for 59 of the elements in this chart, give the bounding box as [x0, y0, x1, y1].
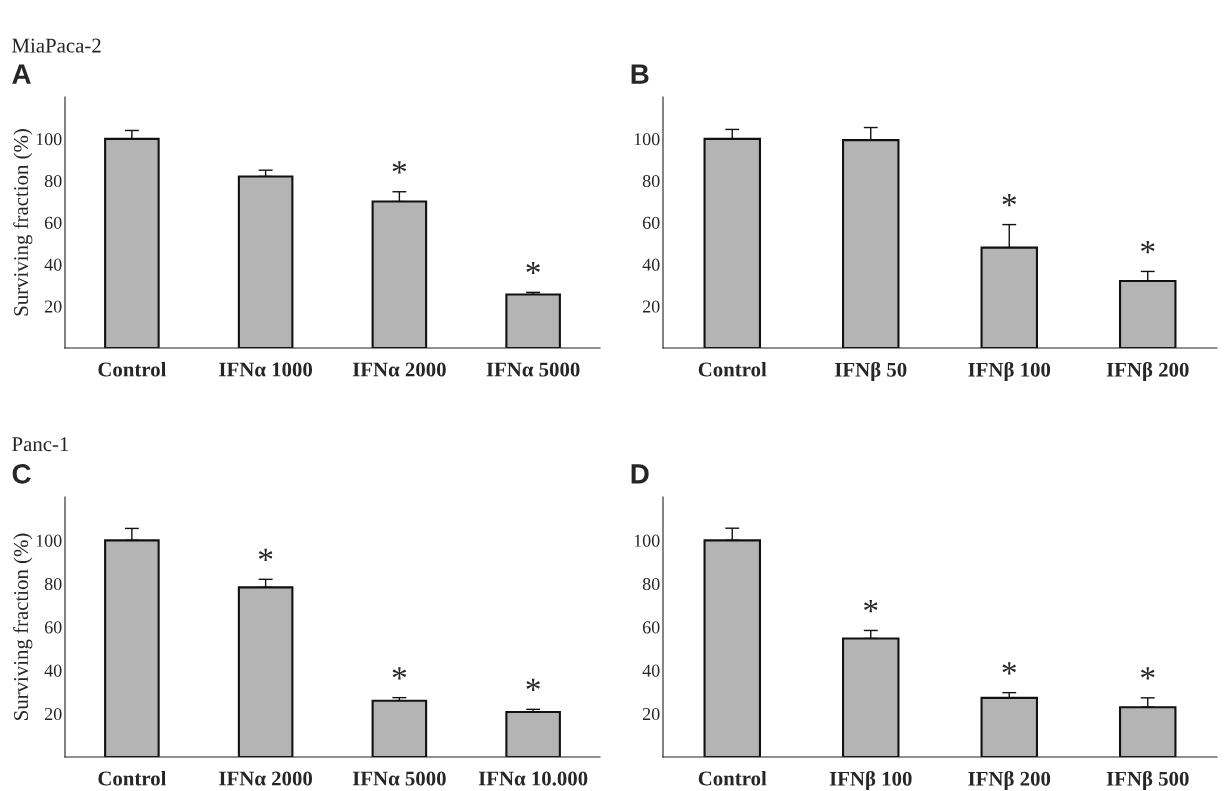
y-tick-label: 80	[44, 577, 62, 591]
y-axis-title: Surviving fraction (%)	[13, 533, 33, 720]
x-tick-label: IFNα 1000	[219, 362, 313, 377]
y-tick-label: 60	[44, 216, 62, 229]
chart-title: A	[12, 64, 31, 84]
y-tick-label: 40	[44, 258, 62, 271]
x-tick-label: Control	[698, 770, 767, 786]
x-tick-label: IFNβ 100	[968, 361, 1051, 381]
annotation: *	[864, 599, 878, 613]
x-tick-label: IFNβ 500	[1106, 770, 1189, 790]
annotation: *	[392, 667, 407, 680]
y-tick-label: 60	[642, 216, 660, 229]
bar	[505, 710, 561, 757]
x-tick-label: IFNα 5000	[486, 362, 580, 377]
y-tick-label: 60	[642, 621, 660, 634]
y-tick-label: 20	[642, 707, 660, 721]
y-tick-label: 20	[44, 707, 62, 721]
y-tick-label: 40	[642, 258, 660, 271]
x-tick-label: IFNβ 50	[835, 361, 907, 381]
annotation: *	[1141, 240, 1155, 254]
y-tick-label: 100	[36, 534, 62, 547]
annotation: *	[1002, 662, 1016, 675]
annotation: *	[526, 678, 540, 692]
annotation: *	[1002, 194, 1016, 207]
chart-subtitle: Panc-1	[12, 437, 69, 452]
annotation: *	[392, 161, 407, 174]
y-tick-label: 100	[36, 133, 62, 146]
y-axis-title: Surviving fraction (%)	[13, 129, 33, 316]
x-tick-label: IFNα 2000	[219, 771, 313, 786]
y-tick-label: 80	[44, 174, 62, 188]
x-tick-label: IFNα 10.000	[478, 771, 588, 786]
chart-title: C	[12, 464, 31, 484]
x-tick-label: IFNα 5000	[352, 771, 446, 786]
annotation: *	[258, 548, 273, 562]
bar	[980, 696, 1038, 757]
y-tick-label: 80	[642, 174, 660, 188]
x-tick-label: IFNβ 200	[1106, 361, 1189, 381]
chart-title: D	[631, 464, 649, 484]
bar	[371, 699, 428, 757]
x-tick-label: IFNβ 200	[968, 770, 1051, 790]
y-tick-label: 40	[642, 664, 660, 677]
bar	[237, 175, 294, 348]
annotation: *	[526, 261, 540, 275]
y-tick-label: 100	[634, 534, 660, 547]
y-tick-label: 20	[44, 300, 62, 313]
x-tick-label: Control	[698, 361, 767, 377]
y-tick-label: 40	[44, 664, 62, 677]
y-tick-label: 20	[642, 300, 660, 313]
annotation: *	[1141, 667, 1155, 680]
y-tick-label: 60	[44, 621, 62, 634]
y-tick-label: 100	[634, 133, 660, 146]
chart-title: B	[631, 64, 649, 84]
x-tick-label: IFNβ 100	[829, 770, 912, 790]
chart-subtitle: MiaPaca-2	[12, 38, 101, 53]
y-tick-label: 80	[642, 577, 660, 591]
x-tick-label: Control	[98, 361, 167, 377]
x-tick-label: Control	[98, 770, 167, 786]
bar	[505, 293, 561, 348]
x-tick-label: IFNα 2000	[352, 362, 446, 377]
